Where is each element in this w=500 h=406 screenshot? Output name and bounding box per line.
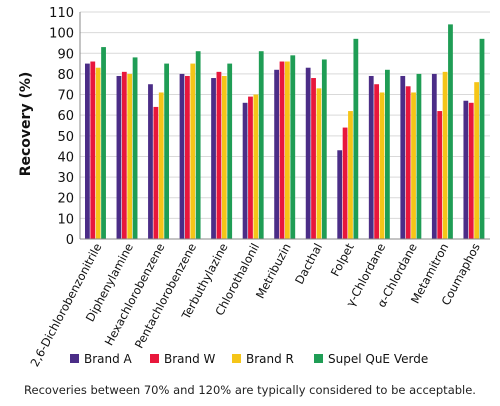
bar <box>95 67 101 239</box>
bar <box>431 73 437 239</box>
x-tick-labels: 2,6-DichlorobenzonitrileDiphenylamineHex… <box>27 240 482 369</box>
bar <box>253 94 259 239</box>
bar <box>348 111 353 239</box>
y-tick-label: 90 <box>57 47 74 62</box>
y-tick-label: 80 <box>57 68 74 83</box>
bar <box>305 67 311 239</box>
y-tick-label: 70 <box>57 89 74 104</box>
bar <box>337 150 343 239</box>
bar <box>342 127 348 239</box>
y-tick-labels: 0 10 20 30 40 50 60 70 80 90 100 110 <box>49 6 74 248</box>
footnote: Recoveries between 70% and 120% are typi… <box>24 383 476 397</box>
legend-label: Brand R <box>246 352 294 366</box>
y-tick-label: 110 <box>49 6 74 21</box>
bar <box>321 59 327 239</box>
bar <box>448 24 453 239</box>
bar <box>400 75 406 240</box>
bar <box>311 78 316 239</box>
bar <box>116 75 122 240</box>
bar <box>316 88 322 239</box>
bar <box>279 61 285 240</box>
legend-label: Brand W <box>164 352 216 366</box>
legend-swatch <box>70 354 79 363</box>
bar <box>211 78 216 239</box>
bar <box>416 73 422 239</box>
bar <box>90 61 96 240</box>
bars <box>85 24 485 240</box>
bar <box>216 71 222 239</box>
legend-swatch <box>150 354 159 363</box>
y-axis-label: Recovery (%) <box>18 72 34 177</box>
legend-swatch <box>232 354 241 363</box>
bar <box>132 57 138 240</box>
y-tick-label: 20 <box>57 192 74 207</box>
bar <box>405 86 411 239</box>
bar <box>379 92 385 240</box>
bar <box>101 47 106 239</box>
bar <box>411 92 416 240</box>
legend-label: Supel QuE Verde <box>328 352 428 366</box>
bar <box>179 73 185 239</box>
y-tick-label: 60 <box>57 109 74 124</box>
legend-label: Brand A <box>84 352 133 366</box>
axes <box>79 12 490 240</box>
y-tick-label: 10 <box>57 212 74 227</box>
bar <box>148 84 153 240</box>
bar <box>221 75 227 240</box>
bar <box>437 111 443 239</box>
bar <box>290 55 296 239</box>
bar <box>463 100 469 240</box>
legend: Brand A Brand W Brand R Supel QuE Verde <box>70 352 428 366</box>
bar <box>164 63 170 239</box>
bar <box>353 38 359 240</box>
y-tick-label: 100 <box>49 27 74 42</box>
bar <box>274 69 280 239</box>
legend-swatch <box>314 354 323 363</box>
bar <box>195 51 201 239</box>
bar <box>385 69 390 239</box>
bar <box>479 38 485 240</box>
y-tick-label: 40 <box>57 150 74 165</box>
bar <box>127 73 133 239</box>
bar <box>153 106 159 239</box>
bar <box>374 84 380 240</box>
bar <box>121 71 127 239</box>
y-tick-label: 50 <box>57 130 74 145</box>
bar <box>474 82 480 239</box>
bar <box>158 92 164 240</box>
bar <box>442 71 448 239</box>
bar <box>368 75 374 240</box>
bar <box>468 102 474 239</box>
bar <box>227 63 233 239</box>
bar <box>85 63 90 239</box>
bar <box>242 102 248 239</box>
y-tick-label: 0 <box>66 233 74 248</box>
bar <box>248 96 253 239</box>
bar <box>258 51 264 239</box>
bar <box>185 75 190 240</box>
bar <box>190 63 196 239</box>
y-tick-label: 30 <box>57 171 74 186</box>
bar <box>285 61 290 240</box>
x-tick-label: Folpet <box>328 240 357 278</box>
x-tick-label: Dacthal <box>292 241 325 287</box>
